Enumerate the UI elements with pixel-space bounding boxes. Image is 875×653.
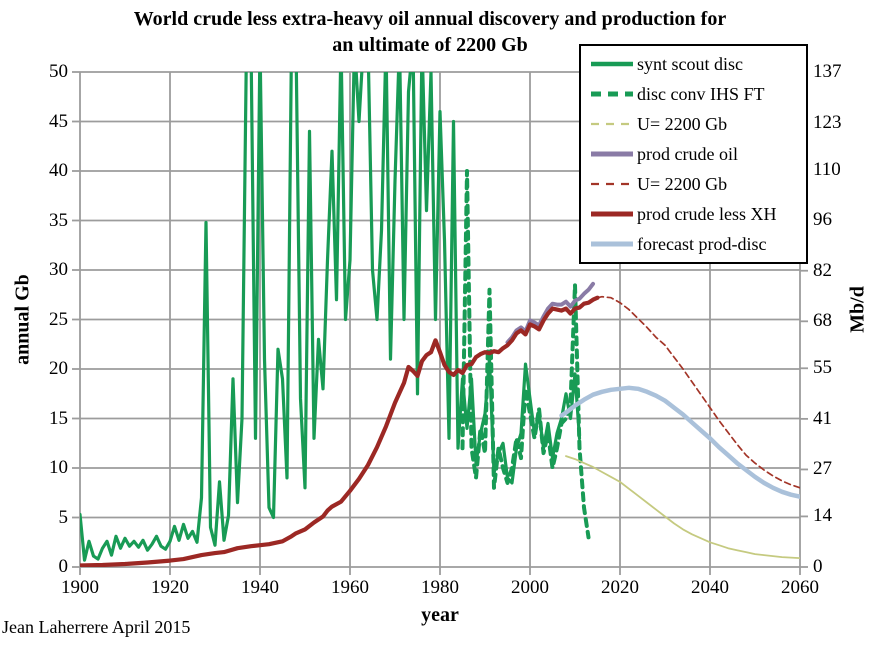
x-tick-label: 2040 — [691, 577, 729, 598]
synt-scout-disc-line — [80, 72, 582, 562]
y-left-tick-label: 10 — [49, 457, 68, 478]
chart-title-line-2: an ultimate of 2200 Gb — [332, 34, 528, 56]
x-tick-label: 2060 — [781, 577, 819, 598]
legend-label: synt scout disc — [637, 53, 743, 74]
legend-line-sample — [591, 182, 633, 186]
y-left-tick-label: 50 — [49, 61, 68, 82]
y-left-tick-label: 45 — [49, 110, 68, 132]
legend-item-disc-conv-ihs-ft: disc conv IHS FT — [589, 80, 806, 109]
legend-line-sample — [591, 211, 633, 217]
forecast-prod-disc-line — [559, 385, 800, 499]
y-axis-label-right: Mb/d — [846, 286, 869, 333]
data-series — [80, 72, 800, 567]
prod-crude-oil-line — [505, 281, 595, 345]
credit-text: Jean Laherrere April 2015 — [2, 617, 191, 637]
legend-line-sample — [591, 241, 633, 247]
x-tick-label: 1940 — [241, 577, 279, 598]
legend-item-prod-crude-oil: prod crude oil — [589, 140, 806, 169]
y-right-tick-label: 55 — [813, 357, 832, 379]
legend: synt scout disc disc conv IHS FT U= 2200 G… — [579, 44, 808, 264]
legend-item-prod-crude-less-xh: prod crude less XH — [589, 200, 806, 229]
y-right-tick-label: 137 — [813, 61, 842, 82]
legend-item-u-2200-gb-prod: U= 2200 Gb — [589, 170, 806, 199]
legend-label: forecast prod-disc — [637, 233, 767, 254]
x-tick-label: 2000 — [511, 577, 549, 598]
legend-label: U= 2200 Gb — [637, 173, 728, 194]
y-left-tick-label: 25 — [49, 308, 68, 330]
y-left-tick-label: 15 — [49, 407, 68, 429]
x-axis-label: year — [421, 604, 459, 626]
x-tick-label: 1920 — [151, 577, 189, 598]
x-tick-label: 1960 — [331, 577, 369, 598]
y-left-tick-label: 0 — [58, 556, 69, 577]
y-left-tick-label: 35 — [49, 209, 68, 231]
y-right-tick-label: 0 — [813, 556, 823, 577]
legend-label: disc conv IHS FT — [637, 83, 765, 104]
legend-line-sample — [591, 91, 633, 97]
y-left-tick-label: 40 — [49, 160, 68, 181]
x-tick-label: 2020 — [601, 577, 639, 598]
u-2200-gb-prod-line — [596, 295, 800, 489]
legend-line-sample — [591, 61, 633, 67]
prod-crude-less-xh-line — [80, 295, 600, 567]
legend-item-u-2200-gb-disc: U= 2200 Gb — [589, 110, 806, 139]
y-right-tick-label: 14 — [813, 505, 832, 527]
x-tick-label: 1980 — [421, 577, 459, 598]
legend-label: U= 2200 Gb — [637, 113, 728, 134]
y-right-tick-label: 110 — [813, 158, 841, 180]
y-right-tick-label: 123 — [813, 111, 842, 133]
y-right-tick-label: 82 — [813, 259, 832, 281]
y-left-tick-label: 20 — [49, 358, 68, 379]
y-right-tick-label: 96 — [813, 209, 832, 231]
legend-item-forecast-prod-disc: forecast prod-disc — [589, 230, 806, 259]
y-left-tick-label: 5 — [58, 506, 69, 528]
legend-line-sample — [591, 122, 633, 126]
legend-label: prod crude less XH — [637, 203, 777, 224]
chart-title-line-1: World crude less extra-heavy oil annual … — [133, 8, 727, 30]
y-left-tick-label: 30 — [49, 259, 68, 280]
x-tick-label: 1900 — [61, 577, 99, 598]
legend-label: prod crude oil — [637, 143, 738, 164]
u-2200-gb-disc-line — [565, 455, 800, 559]
y-right-tick-label: 41 — [813, 407, 832, 429]
legend-item-synt-scout-disc: synt scout disc — [589, 50, 806, 79]
y-right-tick-label: 27 — [813, 458, 832, 480]
y-right-tick-label: 68 — [813, 310, 832, 332]
y-axis-label-left: annual Gb — [11, 274, 34, 365]
legend-line-sample — [591, 151, 633, 157]
